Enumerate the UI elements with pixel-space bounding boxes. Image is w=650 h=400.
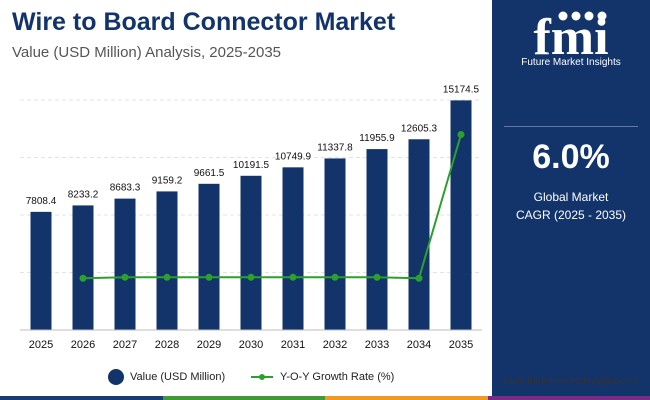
logo-badge-icon: [597, 11, 607, 21]
growth-line: [82, 134, 462, 280]
cagr-value: 6.0%: [532, 138, 610, 176]
brand-name: Future Market Insights: [521, 57, 621, 68]
x-tick-label: 2028: [155, 339, 179, 351]
bar: [198, 183, 220, 330]
growth-point: [163, 273, 171, 281]
legend-growth-label: Y-O-Y Growth Rate (%): [280, 371, 395, 383]
bar: [366, 149, 388, 330]
panel-divider: [504, 126, 638, 127]
x-tick-label: 2030: [239, 339, 263, 351]
growth-point: [79, 274, 87, 282]
growth-point: [373, 273, 381, 281]
x-tick-label: 2035: [449, 339, 473, 351]
bar: [72, 205, 94, 330]
x-tick-label: 2025: [29, 339, 53, 351]
x-tick-label: 2031: [281, 339, 305, 351]
bar-value-label: 10749.9: [275, 151, 312, 162]
bar-line-chart: 7808.4 2025 8233.2 2026 8683.3 2027 9159.2 2028…: [20, 84, 482, 351]
legend-growth: Y-O-Y Growth Rate (%): [250, 368, 394, 386]
bar: [450, 100, 472, 330]
logo-badge-icon: [584, 11, 594, 21]
growth-point: [121, 273, 129, 281]
bar-value-label: 7808.4: [26, 196, 57, 207]
bar: [408, 139, 430, 330]
bar-value-label: 15174.5: [443, 84, 480, 95]
bottom-bar-segment: [162, 396, 325, 400]
growth-point: [415, 274, 423, 282]
bar: [240, 175, 262, 330]
cagr-label-line2: CAGR (2025 - 2035): [515, 208, 627, 222]
bar-value-label: 11337.8: [317, 142, 353, 153]
legend-value: Value (USD Million): [108, 368, 225, 386]
bar-value-label: 12605.3: [401, 123, 438, 134]
x-tick-label: 2026: [71, 339, 95, 351]
logo-badge-icon: [558, 11, 568, 21]
x-tick-label: 2033: [365, 339, 389, 351]
growth-point: [457, 131, 465, 138]
growth-point: [289, 273, 297, 281]
legend-value-label: Value (USD Million): [130, 371, 226, 383]
growth-point: [247, 273, 255, 281]
bar-value-label: 9661.5: [194, 168, 225, 179]
chart-subtitle: Value (USD Million) Analysis, 2025-2035: [12, 44, 282, 61]
bottom-color-bar: [0, 396, 650, 400]
bar-value-label: 8683.3: [110, 183, 141, 194]
logo-badge-icon: [571, 11, 581, 21]
bar-value-label: 9159.2: [152, 175, 183, 186]
fmi-logo-wordmark: fmi: [533, 9, 608, 66]
x-tick-label: 2029: [197, 339, 221, 351]
growth-point: [205, 273, 213, 281]
cagr-label: Global Market CAGR (2025 - 2035): [492, 188, 650, 224]
x-tick-label: 2027: [113, 339, 137, 351]
bar-value-label: 10191.5: [233, 160, 270, 171]
bar: [282, 167, 304, 330]
bar-value-label: 11955.9: [359, 133, 395, 144]
website-link[interactable]: www.futuremarketinsights.com: [503, 376, 639, 387]
side-panel: fmi Future Market Insights 6.0% Global M…: [492, 0, 650, 396]
bottom-bar-segment: [0, 396, 163, 400]
bar: [30, 211, 52, 330]
bottom-bar-segment: [487, 396, 650, 400]
x-tick-label: 2034: [407, 339, 431, 351]
fmi-logo: fmi: [533, 9, 608, 66]
bar: [324, 158, 346, 330]
chart-title: Wire to Board Connector Market: [12, 8, 396, 36]
growth-point: [331, 273, 339, 281]
bar-value-label: 8233.2: [68, 189, 99, 200]
legend-value-marker: [108, 369, 124, 385]
bar: [114, 198, 136, 330]
cagr-label-line1: Global Market: [533, 190, 609, 204]
bar: [156, 191, 178, 330]
x-tick-label: 2032: [323, 339, 347, 351]
bottom-bar-segment: [325, 396, 488, 400]
legend-growth-marker: [251, 374, 273, 380]
